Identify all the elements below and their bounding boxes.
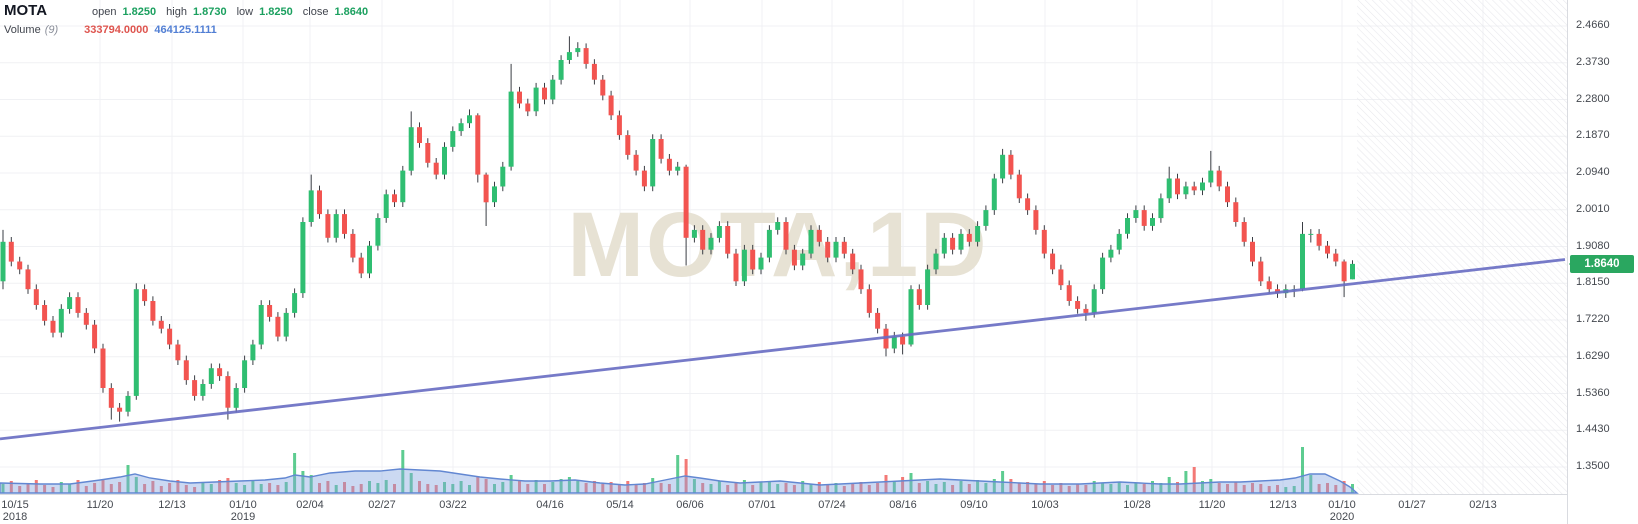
gridlines [0, 0, 1567, 494]
price-tick-label: 2.4660 [1576, 19, 1610, 31]
ohlc-row: MOTA open 1.8250 high 1.8730 low 1.8250 … [4, 3, 368, 20]
low-label: low [236, 6, 254, 18]
volume-row: Volume (9) 333794.0000 464125.1111 [4, 23, 368, 38]
time-tick-label: 04/16 [536, 499, 564, 511]
time-tick-label: 12/13 [158, 499, 186, 511]
high-label: high [166, 6, 187, 18]
future-hatch-area [1357, 0, 1567, 494]
close-value: 1.8640 [334, 6, 369, 18]
price-tick-label: 1.7220 [1576, 313, 1610, 325]
open-label: open [92, 6, 117, 18]
last-price-badge: 1.8640 [1569, 254, 1634, 273]
price-tick-label: 2.1870 [1576, 129, 1610, 142]
time-tick-label: 10/28 [1123, 499, 1151, 511]
time-tick-label: 02/04 [296, 499, 324, 511]
time-tick-label: 12/13 [1269, 499, 1297, 511]
candlestick-layer [0, 36, 1355, 422]
price-tick-label: 1.8150 [1576, 276, 1610, 289]
time-tick-label: 08/16 [889, 499, 917, 511]
volume-value: 333794.0000 [84, 24, 149, 36]
symbol-title[interactable]: MOTA [4, 2, 48, 19]
time-tick-label: 02/13 [1469, 499, 1497, 511]
volume-indicator-param: (9) [44, 24, 59, 36]
volume-indicator-label[interactable]: Volume [4, 24, 41, 36]
time-tick-label: 09/10 [960, 499, 988, 511]
time-tick-label: 11/20 [86, 499, 114, 511]
time-tick-label: 01/27 [1398, 499, 1426, 511]
price-tick-label: 1.3500 [1576, 460, 1610, 472]
chart-legend[interactable]: MOTA open 1.8250 high 1.8730 low 1.8250 … [4, 3, 368, 38]
price-tick-label: 2.0010 [1576, 202, 1610, 215]
time-tick-label: 02/27 [368, 499, 396, 511]
time-tick-label: 06/06 [676, 499, 704, 511]
time-tick-label: 07/24 [818, 499, 846, 511]
time-tick-label: 01/10 2020 [1328, 499, 1356, 523]
price-tick-label: 1.6290 [1576, 349, 1610, 362]
time-tick-label: 10/03 [1031, 499, 1059, 511]
price-tick-label: 1.4430 [1576, 423, 1610, 436]
volume-ma-area [0, 468, 1359, 494]
time-tick-label: 05/14 [606, 499, 634, 511]
time-tick-label: 11/20 [1198, 499, 1226, 511]
high-value: 1.8730 [192, 6, 227, 18]
price-axis[interactable]: 1.8640 2.4660 2.3730 2.2800 2.1870 2.0940 2.0… [1567, 0, 1638, 524]
trendline-drawing[interactable] [0, 258, 1566, 441]
close-label: close [302, 6, 329, 18]
price-tick-label: 2.2800 [1576, 92, 1610, 105]
volume-layer [1, 447, 1354, 493]
volume-ma-value: 464125.1111 [154, 24, 217, 36]
watermark: MOTA,1D [567, 194, 988, 296]
time-tick-label: 01/10 2019 [229, 499, 257, 523]
price-tick-label: 2.0940 [1576, 166, 1610, 178]
open-value: 1.8250 [122, 6, 157, 18]
price-tick-label: 1.9080 [1576, 239, 1610, 252]
time-tick-label: 03/22 [439, 499, 467, 511]
time-tick-label: 10/15 2018 [1, 499, 29, 523]
price-tick-label: 1.5360 [1576, 386, 1610, 399]
time-tick-label: 07/01 [748, 499, 776, 511]
time-axis[interactable]: 10/15 2018 11/20 12/13 01/10 2019 02/04 02/27 03… [0, 494, 1567, 524]
price-tick-label: 2.3730 [1576, 55, 1610, 68]
low-value: 1.8250 [259, 6, 293, 18]
chart-plot-area[interactable]: MOTA,1D [0, 0, 1567, 494]
